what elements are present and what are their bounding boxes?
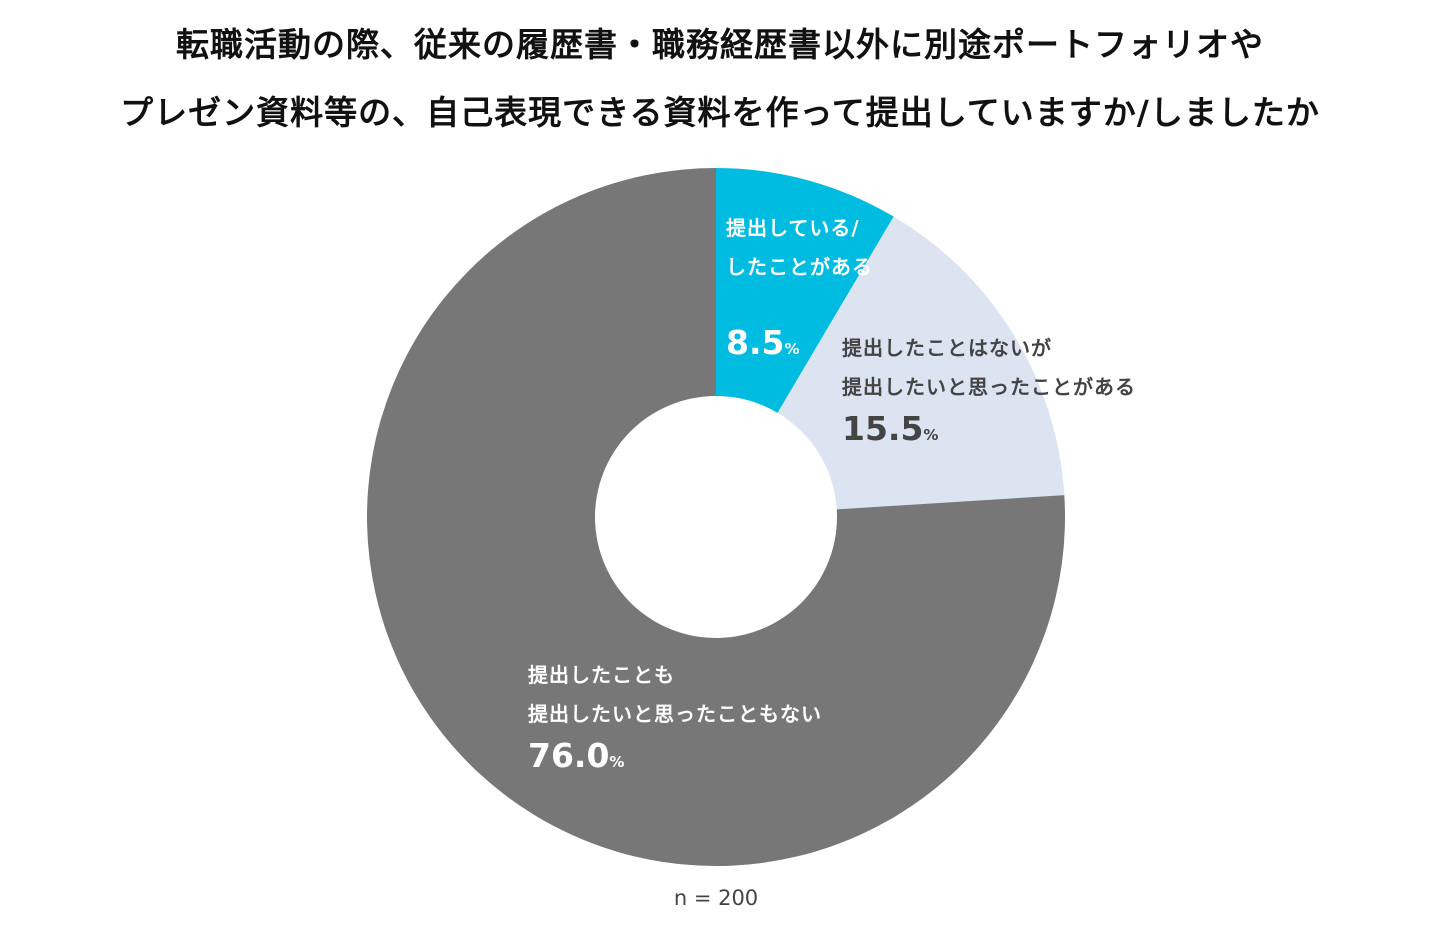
sample-size-note: n = 200 — [673, 886, 759, 910]
label-line: 提出したことはないが — [842, 336, 1052, 360]
label-line: 提出したいと思ったことがある — [842, 375, 1136, 399]
label-line: したことがある — [726, 255, 873, 279]
donut-slice-0 — [716, 168, 894, 413]
label-line: 提出している/ — [726, 216, 860, 240]
slice-value: 8.5% — [726, 323, 800, 362]
slice-label-wanted: 提出したことはないが 提出したいと思ったことがある 15.5% — [842, 329, 1136, 455]
slice-value: 15.5% — [842, 409, 939, 448]
slice-label-never: 提出したことも 提出したいと思ったこともない 76.0% — [528, 656, 822, 782]
label-line: 提出したいと思ったこともない — [528, 702, 822, 726]
slice-label-submitted: 提出している/ したことがある 8.5% — [726, 209, 873, 369]
donut-slice-2 — [367, 168, 1065, 867]
donut-slice-1 — [777, 216, 1065, 510]
slice-value: 76.0% — [528, 736, 625, 775]
label-line: 提出したことも — [528, 663, 675, 687]
chart-title-line-2: プレゼン資料等の、自己表現できる資料を作って提出していますか/しましたか — [120, 93, 1320, 132]
chart-title-line-1: 転職活動の際、従来の履歴書・職務経歴書以外に別途ポートフォリオや — [176, 25, 1264, 64]
